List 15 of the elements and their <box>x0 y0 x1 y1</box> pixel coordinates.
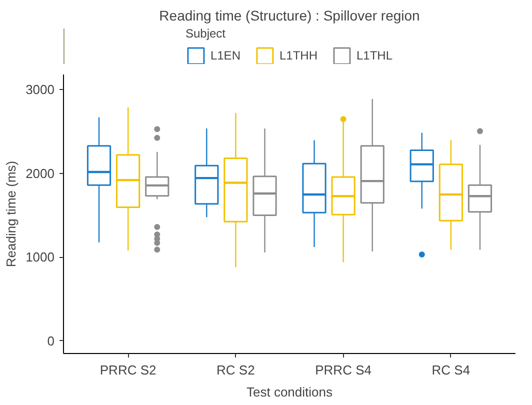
y-tick-label: 0 <box>47 333 55 348</box>
chart-title: Reading time (Structure) : Spillover region <box>159 8 420 24</box>
y-tick-label: 3000 <box>26 82 54 98</box>
legend-title: Subject <box>185 27 226 40</box>
x-tick-label: PRRC S2 <box>100 362 156 378</box>
x-tick-label: RC S4 <box>432 362 470 378</box>
x-axis-title: Test conditions <box>246 384 333 400</box>
x-tick-label: PRRC S4 <box>315 362 372 378</box>
legend-label: L1EN <box>210 48 240 62</box>
legend-label: L1THL <box>356 48 393 62</box>
y-tick-label: 1000 <box>26 250 54 265</box>
legend-label: L1THH <box>279 48 318 62</box>
y-axis-title: Reading time (ms) <box>4 160 19 268</box>
y-tick-label: 2000 <box>26 166 54 181</box>
x-tick-label: RC S2 <box>216 362 255 378</box>
